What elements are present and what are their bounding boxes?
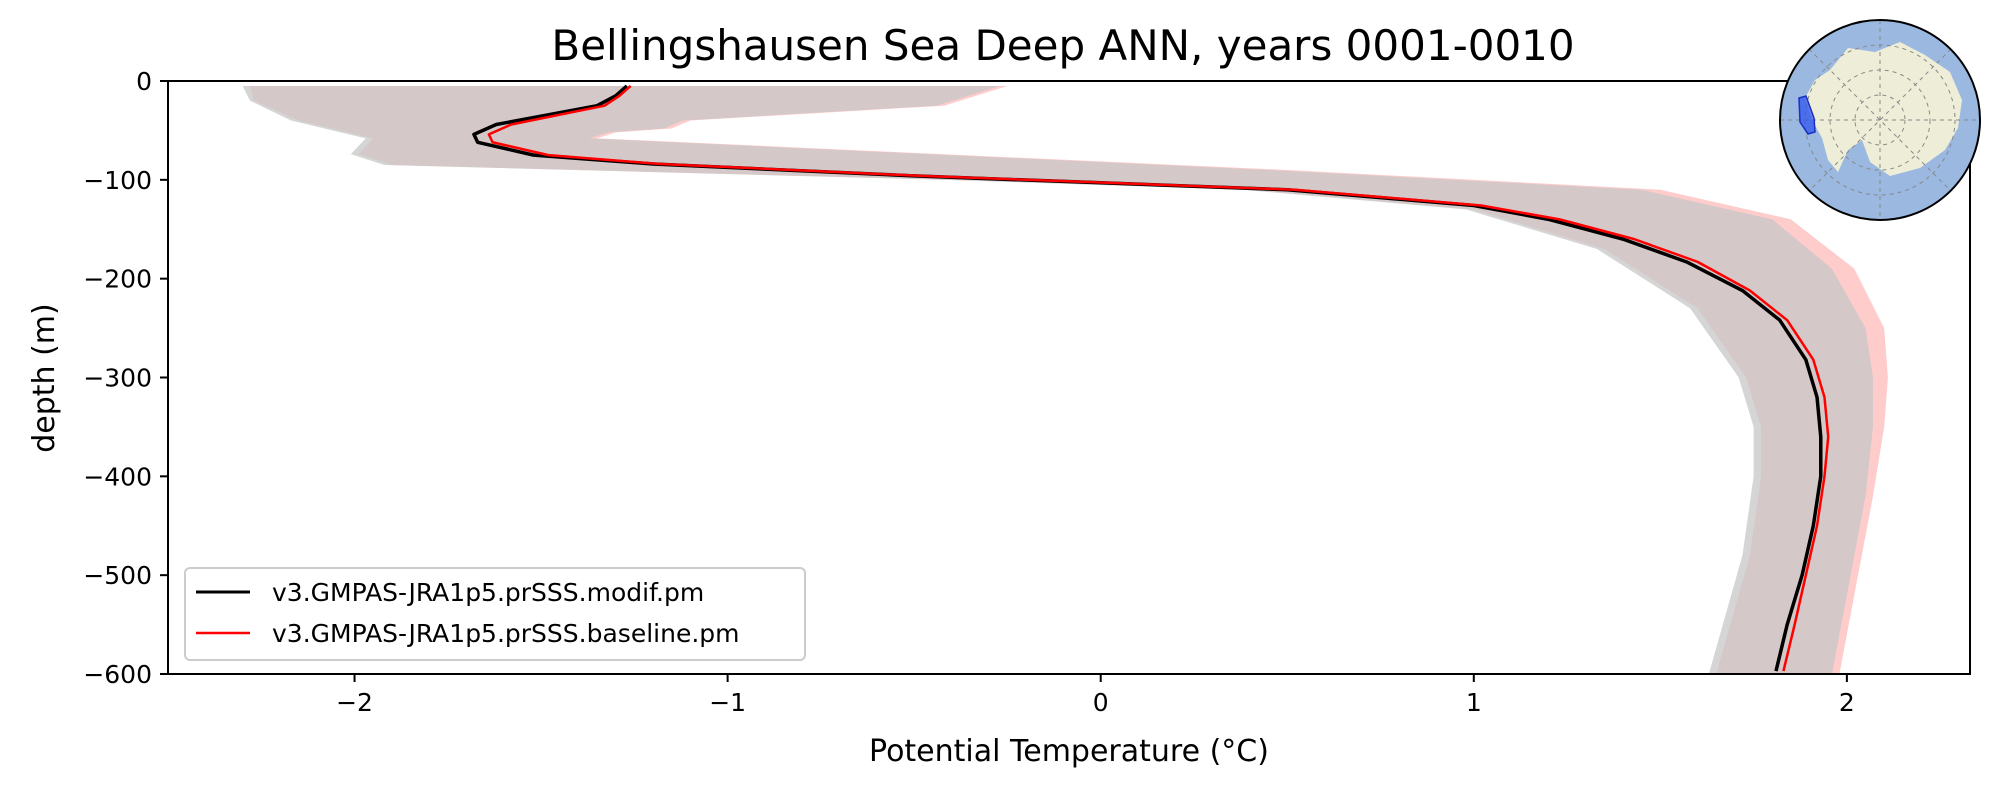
x-tick-label: 0 <box>1093 688 1109 717</box>
uncertainty-bands <box>242 85 1888 674</box>
antarctica-landmass <box>1805 42 1962 176</box>
x-tick-label: −1 <box>709 688 746 717</box>
bellingshausen-region-marker <box>1798 95 1816 135</box>
chart-title: Bellingshausen Sea Deep ANN, years 0001-… <box>551 21 1574 70</box>
y-tick-label: −100 <box>83 166 152 195</box>
x-tick-label: 1 <box>1466 688 1482 717</box>
x-tick-label: −2 <box>336 688 373 717</box>
y-tick-label: −400 <box>83 462 152 491</box>
x-axis-ticks: −2 −1 0 1 2 <box>336 674 1855 717</box>
y-tick-label: −500 <box>83 561 152 590</box>
band-modif <box>242 85 1873 674</box>
region-inset-map <box>1779 19 1981 221</box>
legend-label-baseline: v3.GMPAS-JRA1p5.prSSS.baseline.pm <box>272 619 740 648</box>
y-axis-label: depth (m) <box>27 303 62 453</box>
series-line-modif <box>472 84 1823 672</box>
y-tick-label: 0 <box>136 67 152 96</box>
y-tick-label: −300 <box>83 364 152 393</box>
y-tick-label: −600 <box>83 660 152 689</box>
x-tick-label: 2 <box>1839 688 1855 717</box>
y-axis-ticks: 0 −100 −200 −300 −400 −500 −600 <box>83 67 168 689</box>
y-tick-label: −200 <box>83 265 152 294</box>
legend-box <box>184 567 806 661</box>
series-lines <box>472 84 1830 672</box>
globe-outline <box>1779 19 1981 221</box>
legend-label-modif: v3.GMPAS-JRA1p5.prSSS.modif.pm <box>272 578 704 607</box>
series-line-baseline <box>487 85 1830 672</box>
legend: v3.GMPAS-JRA1p5.prSSS.modif.pm v3.GMPAS-… <box>184 567 806 661</box>
x-axis-label: Potential Temperature (°C) <box>869 734 1269 769</box>
